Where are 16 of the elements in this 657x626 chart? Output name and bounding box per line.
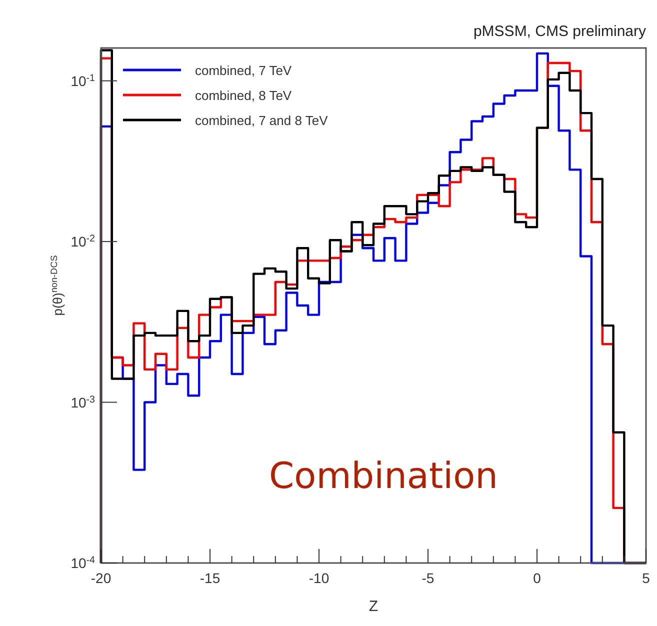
x-tick-label: 0 (533, 570, 542, 586)
y-tick-label: 10$^{-4}$ (70, 554, 96, 571)
y-tick-label: 10$^{-2}$ (70, 233, 95, 250)
x-tick-label: -10 (308, 570, 330, 586)
legend-label: combined, 7 and 8 TeV (195, 113, 328, 128)
x-tick-label: -5 (422, 570, 434, 586)
x-tick-label: 5 (642, 570, 650, 586)
x-axis-title: Z (368, 598, 378, 615)
chart-title: pMSSM, CMS preliminary (473, 23, 646, 40)
y-tick-label: 10$^{-1}$ (70, 72, 95, 89)
legend-label: combined, 7 TeV (195, 63, 292, 78)
annotation: Combination (269, 456, 498, 497)
x-tick-label: -15 (200, 570, 220, 586)
legend-label: combined, 8 TeV (195, 88, 292, 103)
y-tick-label: 10$^{-3}$ (70, 394, 96, 410)
x-tick-label: -20 (90, 570, 112, 586)
